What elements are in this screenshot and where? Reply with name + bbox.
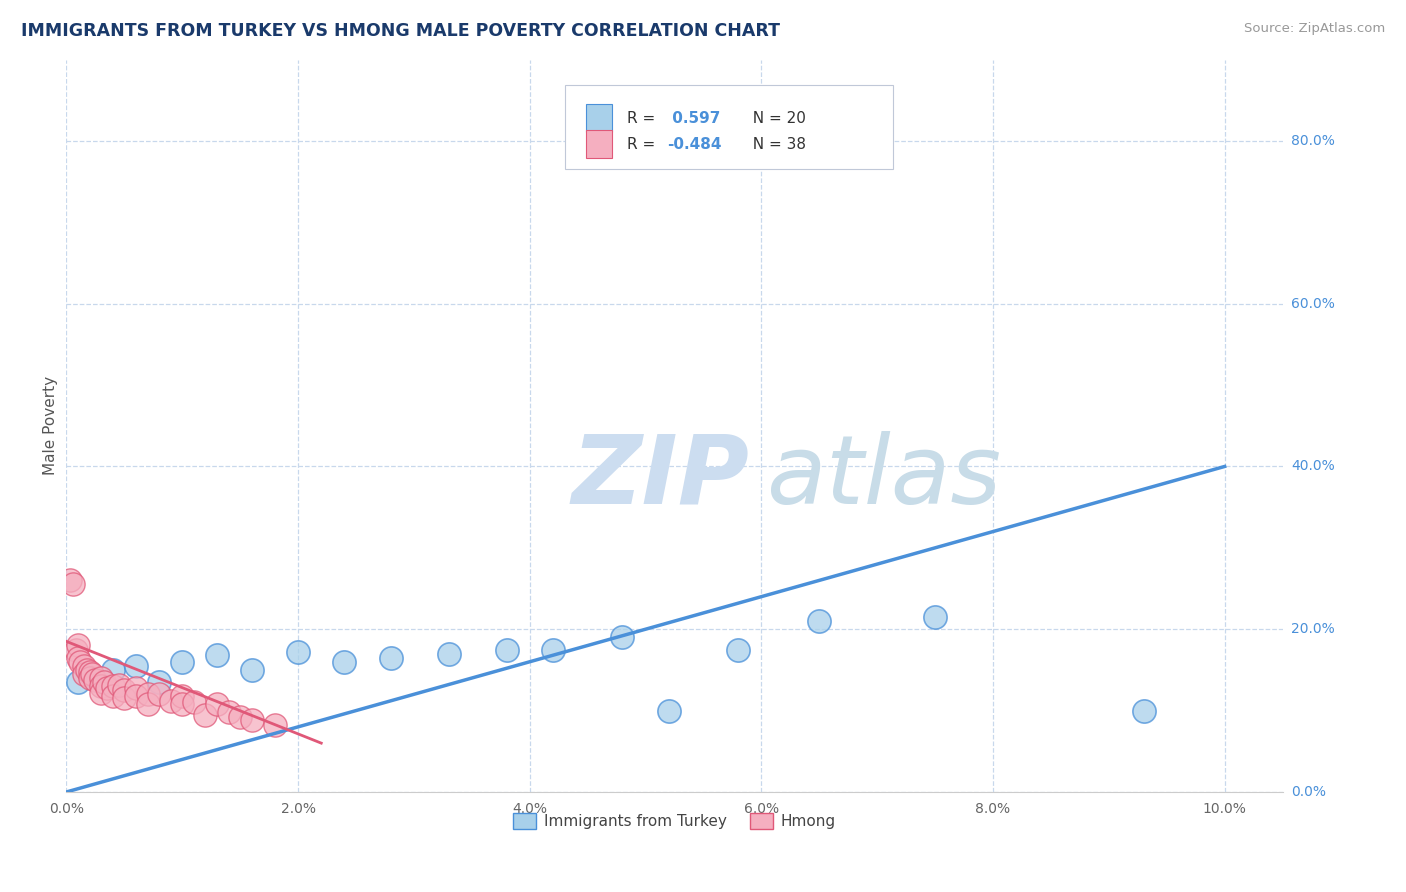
Text: Source: ZipAtlas.com: Source: ZipAtlas.com — [1244, 22, 1385, 36]
Point — [125, 658, 148, 673]
Text: R =: R = — [627, 111, 661, 126]
Text: 0.0%: 0.0% — [1291, 785, 1326, 799]
Text: 80.0%: 80.0% — [1291, 134, 1334, 148]
Point — [65, 642, 87, 657]
Point — [148, 675, 170, 690]
Point — [96, 681, 118, 695]
Point — [159, 694, 181, 708]
Point — [84, 673, 107, 687]
Text: 60.0%: 60.0% — [1291, 297, 1334, 310]
Point — [69, 655, 91, 669]
Point — [59, 574, 82, 588]
Point — [107, 677, 129, 691]
Point — [90, 671, 112, 685]
Point — [148, 687, 170, 701]
Bar — [586, 130, 613, 158]
Point — [541, 642, 564, 657]
Text: IMMIGRANTS FROM TURKEY VS HMONG MALE POVERTY CORRELATION CHART: IMMIGRANTS FROM TURKEY VS HMONG MALE POV… — [21, 22, 780, 40]
Point — [79, 665, 101, 679]
Text: ZIP: ZIP — [571, 431, 749, 524]
Point — [1132, 704, 1154, 718]
Point — [136, 687, 159, 701]
Text: -0.484: -0.484 — [668, 136, 721, 152]
Point — [101, 679, 124, 693]
Point — [76, 663, 98, 677]
Point — [125, 689, 148, 703]
Point — [194, 707, 217, 722]
Point — [67, 639, 90, 653]
Point — [333, 655, 356, 669]
Point — [924, 610, 946, 624]
Point — [808, 614, 831, 628]
Point — [112, 691, 135, 706]
Text: 20.0%: 20.0% — [1291, 623, 1334, 636]
Point — [205, 697, 228, 711]
Point — [79, 667, 101, 681]
Point — [79, 671, 101, 685]
Point — [112, 683, 135, 698]
Point — [264, 718, 287, 732]
Point — [437, 647, 460, 661]
Point — [73, 658, 96, 673]
Point — [90, 686, 112, 700]
Point — [136, 697, 159, 711]
Point — [495, 642, 517, 657]
Point — [62, 577, 84, 591]
Text: 0.597: 0.597 — [668, 111, 721, 126]
Point — [101, 663, 124, 677]
Text: R =: R = — [627, 136, 661, 152]
Point — [183, 695, 205, 709]
Point — [172, 697, 194, 711]
Point — [612, 631, 634, 645]
Text: N = 20: N = 20 — [742, 111, 806, 126]
Point — [218, 705, 240, 719]
Point — [93, 675, 115, 690]
Point — [73, 667, 96, 681]
Point — [658, 704, 681, 718]
Y-axis label: Male Poverty: Male Poverty — [44, 376, 58, 475]
Point — [240, 663, 263, 677]
Point — [287, 645, 309, 659]
Point — [101, 689, 124, 703]
Text: N = 38: N = 38 — [742, 136, 806, 152]
Point — [67, 650, 90, 665]
Point — [240, 714, 263, 728]
Text: atlas: atlas — [766, 431, 1001, 524]
Point — [380, 650, 402, 665]
Point — [229, 710, 252, 724]
Text: 40.0%: 40.0% — [1291, 459, 1334, 474]
Point — [172, 689, 194, 703]
FancyBboxPatch shape — [565, 86, 893, 169]
Point — [125, 681, 148, 695]
Point — [67, 675, 90, 690]
Point — [90, 679, 112, 693]
Point — [80, 667, 103, 681]
Legend: Immigrants from Turkey, Hmong: Immigrants from Turkey, Hmong — [508, 807, 842, 836]
Bar — [586, 104, 613, 132]
Point — [172, 655, 194, 669]
Point — [727, 642, 749, 657]
Point — [205, 648, 228, 663]
